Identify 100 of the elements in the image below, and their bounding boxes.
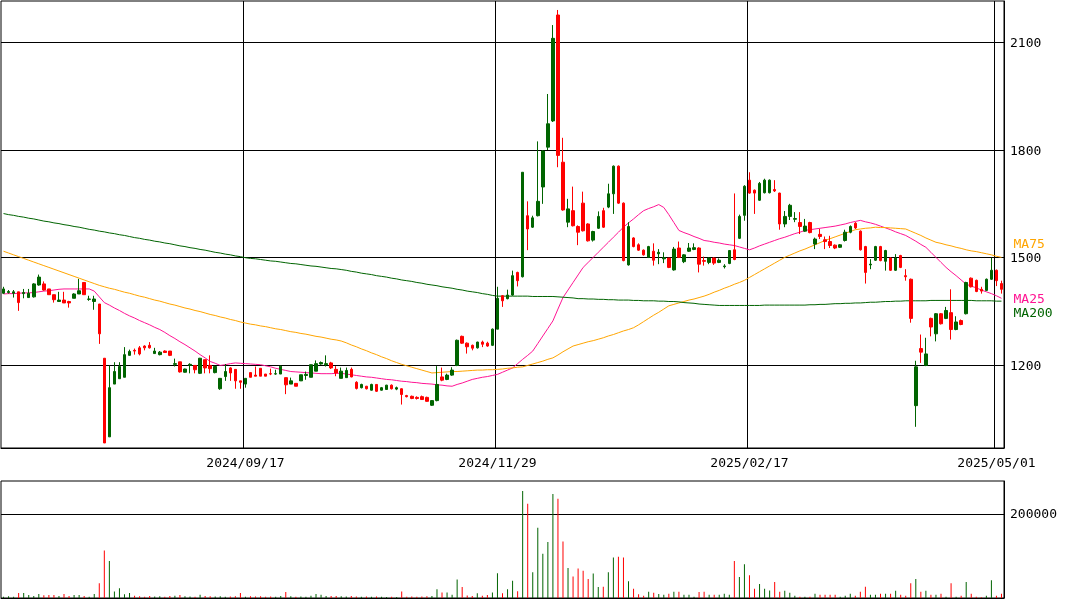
candlestick: [284, 377, 288, 395]
candlestick: [345, 367, 348, 379]
series-label: MA75: [1013, 236, 1045, 252]
candlestick: [843, 229, 847, 243]
candlestick: [717, 257, 721, 264]
candlestick: [768, 178, 771, 194]
candlestick: [753, 188, 756, 215]
candlestick: [859, 229, 862, 252]
candlestick: [138, 345, 141, 356]
candlestick: [657, 248, 660, 265]
candlestick: [365, 385, 368, 390]
candlestick: [249, 372, 252, 378]
candlestick: [622, 201, 625, 262]
candlestick: [909, 278, 913, 324]
candlestick: [173, 358, 177, 367]
candlestick: [27, 288, 30, 299]
candlestick: [481, 340, 484, 348]
candlestick: [183, 368, 187, 374]
candlestick: [2, 286, 5, 295]
candlestick: [954, 315, 958, 331]
candlestick: [995, 269, 998, 287]
candlestick: [975, 279, 978, 293]
candlestick: [234, 368, 237, 390]
candlestick: [22, 288, 25, 299]
candlestick: [854, 221, 857, 230]
candlestick: [627, 221, 630, 267]
candlestick: [370, 383, 373, 392]
candlestick: [188, 362, 192, 374]
candlestick: [612, 164, 615, 215]
candlestick: [7, 289, 10, 295]
candlestick: [879, 245, 882, 262]
candlestick: [531, 215, 534, 229]
candlestick: [521, 171, 524, 278]
candlestick: [723, 263, 726, 269]
series-label: MA25: [1013, 290, 1045, 306]
candlestick: [662, 251, 666, 264]
candlestick: [511, 270, 514, 297]
candlestick: [390, 383, 393, 390]
candlestick: [546, 93, 550, 151]
candlestick: [919, 334, 923, 364]
x-tick-label: 2025/05/01: [957, 455, 1036, 470]
candlestick: [254, 366, 257, 377]
candlestick: [904, 268, 907, 282]
candlestick: [400, 387, 403, 406]
candlestick: [808, 221, 812, 234]
candlestick: [360, 383, 363, 389]
candlestick: [455, 339, 459, 367]
candlestick: [924, 337, 928, 367]
candlestick: [733, 192, 736, 261]
candlestick: [985, 278, 988, 292]
candlestick: [869, 258, 872, 270]
candlestick: [491, 327, 494, 347]
candlestick: [350, 367, 353, 378]
candlestick: [707, 256, 711, 265]
candlestick: [939, 312, 943, 325]
candlestick: [279, 365, 282, 375]
candlestick: [218, 377, 222, 391]
candlestick: [133, 348, 136, 356]
candlestick: [652, 242, 655, 267]
candlestick: [758, 181, 761, 202]
candlestick: [98, 303, 101, 345]
candlestick: [990, 257, 993, 281]
candlestick: [355, 380, 358, 390]
candlestick: [793, 211, 797, 223]
candlestick: [264, 373, 267, 377]
candlestick: [738, 214, 741, 240]
candlestick: [874, 245, 877, 262]
candlestick: [108, 364, 111, 438]
candlestick: [153, 347, 156, 355]
candlestick: [339, 367, 343, 379]
candlestick: [229, 366, 232, 382]
x-tick-label: 2024/09/17: [206, 455, 285, 470]
candlestick: [57, 291, 61, 303]
candlestick: [647, 245, 650, 259]
candlestick: [269, 368, 272, 376]
y-tick-label: 1200: [1010, 357, 1042, 373]
candlestick: [894, 253, 897, 272]
x-tick-label: 2024/11/29: [458, 455, 537, 470]
candlestick: [682, 253, 686, 264]
candlestick: [143, 344, 146, 351]
series-label: MA200: [1013, 304, 1053, 320]
candlestick: [259, 367, 262, 377]
candlestick: [486, 341, 489, 348]
candlestick: [934, 312, 938, 342]
candlestick: [395, 386, 398, 391]
candlestick: [944, 306, 948, 320]
candlestick: [677, 241, 681, 259]
candlestick: [178, 361, 182, 374]
candlestick: [501, 294, 504, 308]
candlestick: [82, 281, 86, 296]
candlestick: [980, 286, 983, 295]
candlestick: [914, 360, 918, 428]
candlestick: [289, 377, 293, 385]
candlestick: [244, 377, 247, 389]
candlestick: [556, 9, 560, 168]
x-tick-label: 2025/02/17: [710, 455, 789, 470]
candlestick: [591, 230, 595, 243]
candlestick: [123, 346, 126, 378]
candlestick: [118, 361, 121, 380]
y-tick-label: 1800: [1010, 142, 1042, 158]
